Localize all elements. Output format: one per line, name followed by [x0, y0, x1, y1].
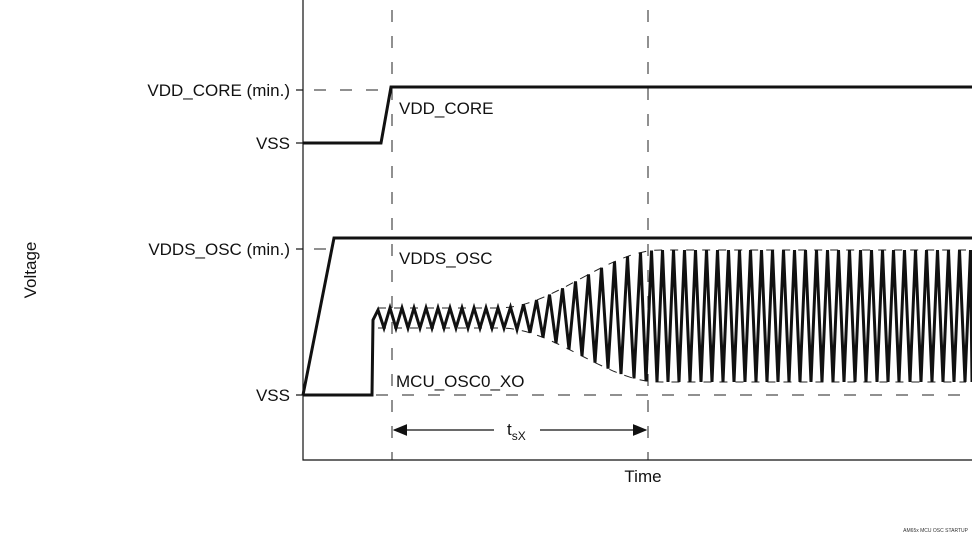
vdds-osc-signal-label: VDDS_OSC [399, 249, 493, 268]
level-ticks [296, 89, 303, 396]
tsx-label: tsX [507, 420, 526, 443]
vdds-osc-min-label: VDDS_OSC (min.) [148, 240, 290, 259]
vdd-core-signal-label: VDD_CORE [399, 99, 493, 118]
x-axis-label: Time [624, 467, 661, 486]
reference-dashes [314, 10, 972, 460]
plot-frame [302, 0, 972, 461]
xo-signal-label: MCU_OSC0_XO [396, 372, 524, 391]
figure-code: AM65x MCU OSC STARTUP [903, 528, 968, 534]
y-axis-label: Voltage [21, 242, 40, 299]
xo-waveform [303, 249, 972, 397]
vdds-osc-waveform [301, 236, 972, 396]
vdd-core-waveform [303, 85, 972, 145]
core-vss-label: VSS [256, 134, 290, 153]
vdd-core-min-label: VDD_CORE (min.) [147, 81, 290, 100]
osc-vss-label: VSS [256, 386, 290, 405]
